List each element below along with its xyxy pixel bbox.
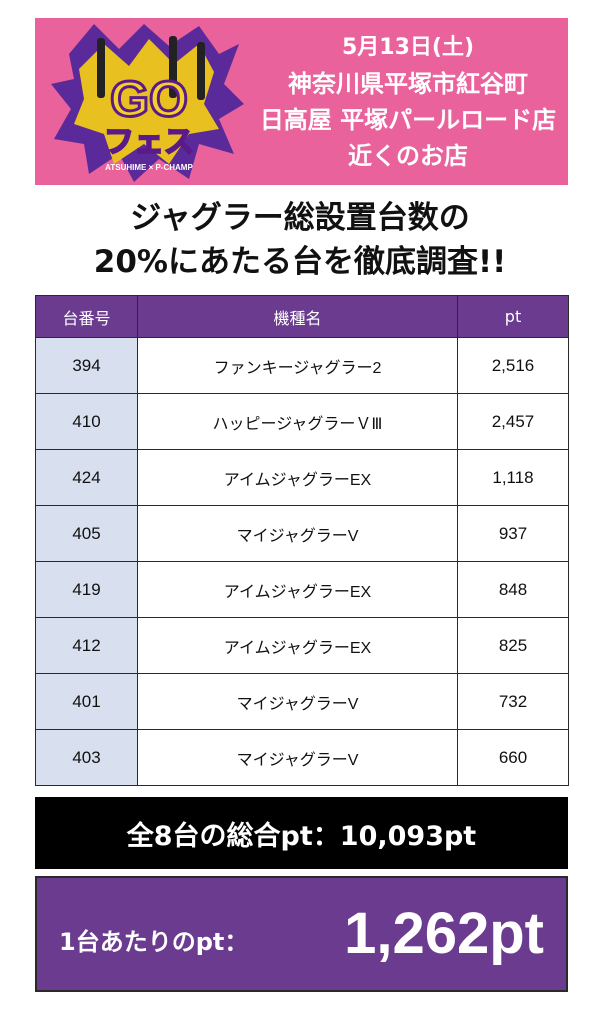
machine-number-cell: 394 bbox=[35, 337, 138, 394]
model-name-cell: ハッピージャグラーＶⅢ bbox=[137, 393, 458, 450]
header-pt: pt bbox=[457, 295, 569, 338]
average-pt-value: 1,262pt bbox=[344, 901, 544, 966]
model-name-cell: アイムジャグラーEX bbox=[137, 449, 458, 506]
table-row: 419 アイムジャグラーEX 848 bbox=[35, 561, 569, 618]
pt-cell: 937 bbox=[457, 505, 569, 562]
model-name-cell: アイムジャグラーEX bbox=[137, 617, 458, 674]
table-row: 412 アイムジャグラーEX 825 bbox=[35, 617, 569, 674]
average-pt-label: 1台あたりのpt： bbox=[59, 928, 249, 956]
machine-number-cell: 412 bbox=[35, 617, 138, 674]
event-location-line3: 近くのお店 bbox=[348, 142, 468, 170]
event-location-line2: 日高屋 平塚パールロード店 bbox=[259, 106, 557, 134]
go-fes-logo: GO フェス ATSUHIME × P-CHAMP bbox=[51, 24, 244, 182]
model-name-cell: マイジャグラーV bbox=[137, 729, 458, 786]
machine-number-cell: 419 bbox=[35, 561, 138, 618]
event-banner: GO フェス ATSUHIME × P-CHAMP 5月13日(土) 神奈川県平… bbox=[35, 18, 568, 185]
machine-number-cell: 424 bbox=[35, 449, 138, 506]
header-model-name: 機種名 bbox=[137, 295, 458, 338]
model-name-cell: マイジャグラーV bbox=[137, 505, 458, 562]
machine-number-cell: 405 bbox=[35, 505, 138, 562]
headline-line1: ジャグラー総設置台数の bbox=[130, 200, 470, 236]
pt-cell: 2,457 bbox=[457, 393, 569, 450]
event-date: 5月13日(土) bbox=[341, 35, 475, 60]
svg-text:ATSUHIME × P-CHAMP: ATSUHIME × P-CHAMP bbox=[105, 163, 193, 172]
table-header-row: 台番号 機種名 pt bbox=[35, 295, 569, 338]
event-info: 5月13日(土) 神奈川県平塚市紅谷町 日高屋 平塚パールロード店 近くのお店 bbox=[253, 30, 563, 174]
pt-cell: 825 bbox=[457, 617, 569, 674]
machine-number-cell: 401 bbox=[35, 673, 138, 730]
table-row: 401 マイジャグラーV 732 bbox=[35, 673, 569, 730]
headline: ジャグラー総設置台数の 20%にあたる台を徹底調査!! bbox=[0, 196, 600, 284]
headline-line2: 20%にあたる台を徹底調査!! bbox=[93, 244, 507, 280]
svg-text:フェス: フェス bbox=[104, 125, 194, 160]
event-location-line1: 神奈川県平塚市紅谷町 bbox=[288, 70, 528, 98]
pt-cell: 2,516 bbox=[457, 337, 569, 394]
table-row: 403 マイジャグラーV 660 bbox=[35, 729, 569, 786]
results-table: 台番号 機種名 pt 394 ファンキージャグラー2 2,516 410 ハッピージャグ… bbox=[35, 295, 569, 786]
table-row: 405 マイジャグラーV 937 bbox=[35, 505, 569, 562]
table-row: 394 ファンキージャグラー2 2,516 bbox=[35, 337, 569, 394]
model-name-cell: アイムジャグラーEX bbox=[137, 561, 458, 618]
pt-cell: 732 bbox=[457, 673, 569, 730]
model-name-cell: マイジャグラーV bbox=[137, 673, 458, 730]
machine-number-cell: 403 bbox=[35, 729, 138, 786]
model-name-cell: ファンキージャグラー2 bbox=[137, 337, 458, 394]
header-machine-number: 台番号 bbox=[35, 295, 138, 338]
total-pt-bar: 全8台の総合pt：10,093pt bbox=[35, 797, 568, 869]
pt-cell: 848 bbox=[457, 561, 569, 618]
svg-text:GO: GO bbox=[110, 71, 188, 127]
table-row: 410 ハッピージャグラーＶⅢ 2,457 bbox=[35, 393, 569, 450]
pt-cell: 1,118 bbox=[457, 449, 569, 506]
average-pt-box: 1台あたりのpt： 1,262pt bbox=[35, 876, 568, 992]
machine-number-cell: 410 bbox=[35, 393, 138, 450]
table-row: 424 アイムジャグラーEX 1,118 bbox=[35, 449, 569, 506]
pt-cell: 660 bbox=[457, 729, 569, 786]
